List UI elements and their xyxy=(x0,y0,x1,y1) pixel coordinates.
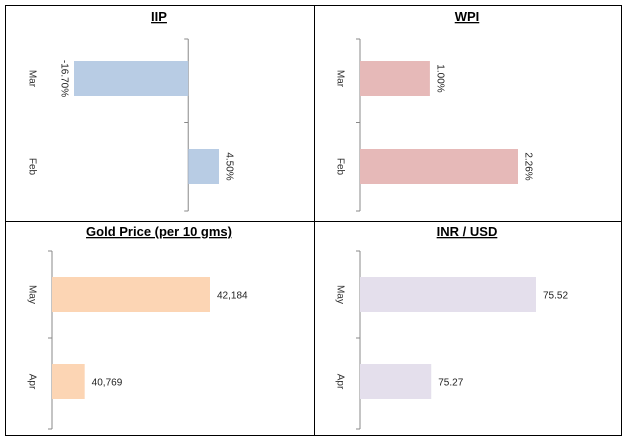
grid-horizontal-divider xyxy=(6,221,621,222)
chart-title: INR / USD xyxy=(437,224,498,239)
bar-feb xyxy=(360,149,518,184)
chart-grid xyxy=(5,5,622,436)
bar-may xyxy=(360,277,536,312)
category-label-mar: Mar xyxy=(26,70,37,88)
value-label: 40,769 xyxy=(92,378,123,389)
category-label-feb: Feb xyxy=(26,158,37,176)
grid-vertical-divider xyxy=(314,6,315,435)
bar-feb xyxy=(188,149,219,184)
bar-mar xyxy=(360,61,430,96)
category-label-feb: Feb xyxy=(334,158,345,176)
chart-title: IIP xyxy=(151,9,167,24)
value-label: 4.50% xyxy=(223,152,234,180)
value-label: 75.27 xyxy=(438,378,463,389)
chart-title: Gold Price (per 10 gms) xyxy=(86,224,232,239)
wpi-chart: WPI Mar 1.00% Feb 2.26% xyxy=(314,6,621,220)
category-label-may: May xyxy=(26,285,37,304)
chart-title: WPI xyxy=(455,9,480,24)
value-label: 1.00% xyxy=(434,64,445,92)
category-label-mar: Mar xyxy=(334,70,345,88)
bar-apr xyxy=(52,364,85,399)
value-label: 75.52 xyxy=(543,291,568,302)
category-label-apr: Apr xyxy=(26,374,37,390)
value-label: 2.26% xyxy=(522,152,533,180)
value-label: 42,184 xyxy=(217,291,248,302)
iip-chart: IIP Mar -16.70% Feb 4.50% xyxy=(6,6,313,220)
gold-price-chart: Gold Price (per 10 gms) May 42,184 Apr 40,76… xyxy=(6,221,313,435)
value-label: -16.70% xyxy=(58,60,69,97)
inr-usd-chart: INR / USD May 75.52 Apr 75.27 xyxy=(314,221,621,435)
bar-mar xyxy=(74,61,189,96)
bar-apr xyxy=(360,364,432,399)
category-label-may: May xyxy=(334,285,345,304)
bar-may xyxy=(52,277,210,312)
category-label-apr: Apr xyxy=(334,374,345,390)
